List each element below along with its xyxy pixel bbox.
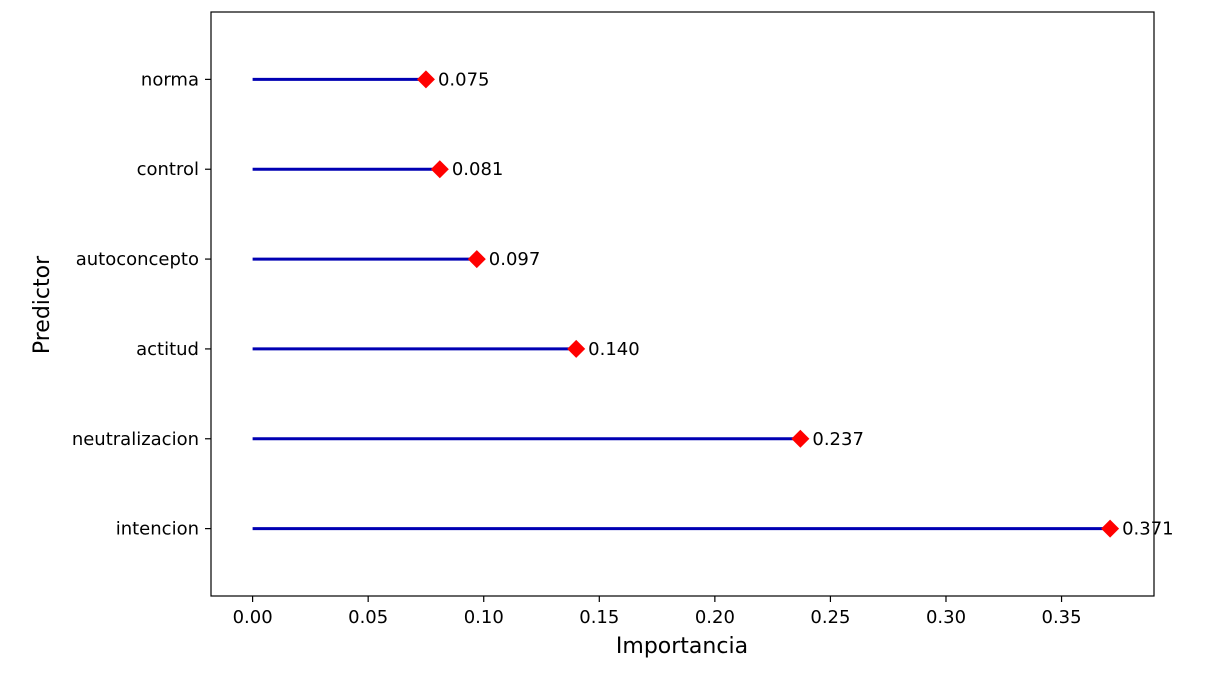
x-tick-label-0: 0.00 — [233, 607, 273, 628]
marker-actitud — [567, 339, 586, 358]
x-tick-label-5: 0.25 — [810, 607, 850, 628]
x-tick-label-6: 0.30 — [926, 607, 966, 628]
data-label-intencion: 0.371 — [1122, 519, 1174, 540]
y-axis: intencion neutralizacion actitud autoconcep… — [72, 69, 211, 540]
marks-layer: 0.371 0.237 0.140 0.097 0.081 0.075 — [252, 69, 1174, 540]
plot-frame — [210, 11, 1155, 597]
marker-intencion — [1101, 519, 1120, 538]
y-tick-label-autoconcepto: autoconcepto — [76, 249, 199, 270]
marker-autoconcepto — [467, 250, 486, 269]
y-tick-label-norma: norma — [141, 69, 199, 90]
data-label-autoconcepto: 0.097 — [489, 249, 541, 270]
y-tick-label-actitud: actitud — [136, 339, 199, 360]
data-label-norma: 0.075 — [438, 69, 490, 90]
y-tick-label-control: control — [137, 159, 199, 180]
marker-control — [430, 160, 449, 179]
y-tick-label-neutralizacion: neutralizacion — [72, 429, 199, 450]
marker-neutralizacion — [791, 429, 810, 448]
y-tick-label-intencion: intencion — [116, 519, 199, 540]
x-tick-label-2: 0.10 — [464, 607, 504, 628]
x-tick-label-3: 0.15 — [579, 607, 619, 628]
data-label-actitud: 0.140 — [588, 339, 640, 360]
x-tick-label-1: 0.05 — [348, 607, 388, 628]
x-tick-label-4: 0.20 — [695, 607, 735, 628]
marker-norma — [416, 70, 435, 89]
x-axis: 0.00 0.05 0.10 0.15 0.20 0.25 0.30 0.35 — [233, 596, 1082, 628]
data-label-control: 0.081 — [452, 159, 504, 180]
y-axis-label: Predictor — [30, 255, 55, 354]
x-tick-label-7: 0.35 — [1042, 607, 1082, 628]
data-label-neutralizacion: 0.237 — [812, 429, 864, 450]
x-axis-label: Importancia — [616, 634, 748, 659]
